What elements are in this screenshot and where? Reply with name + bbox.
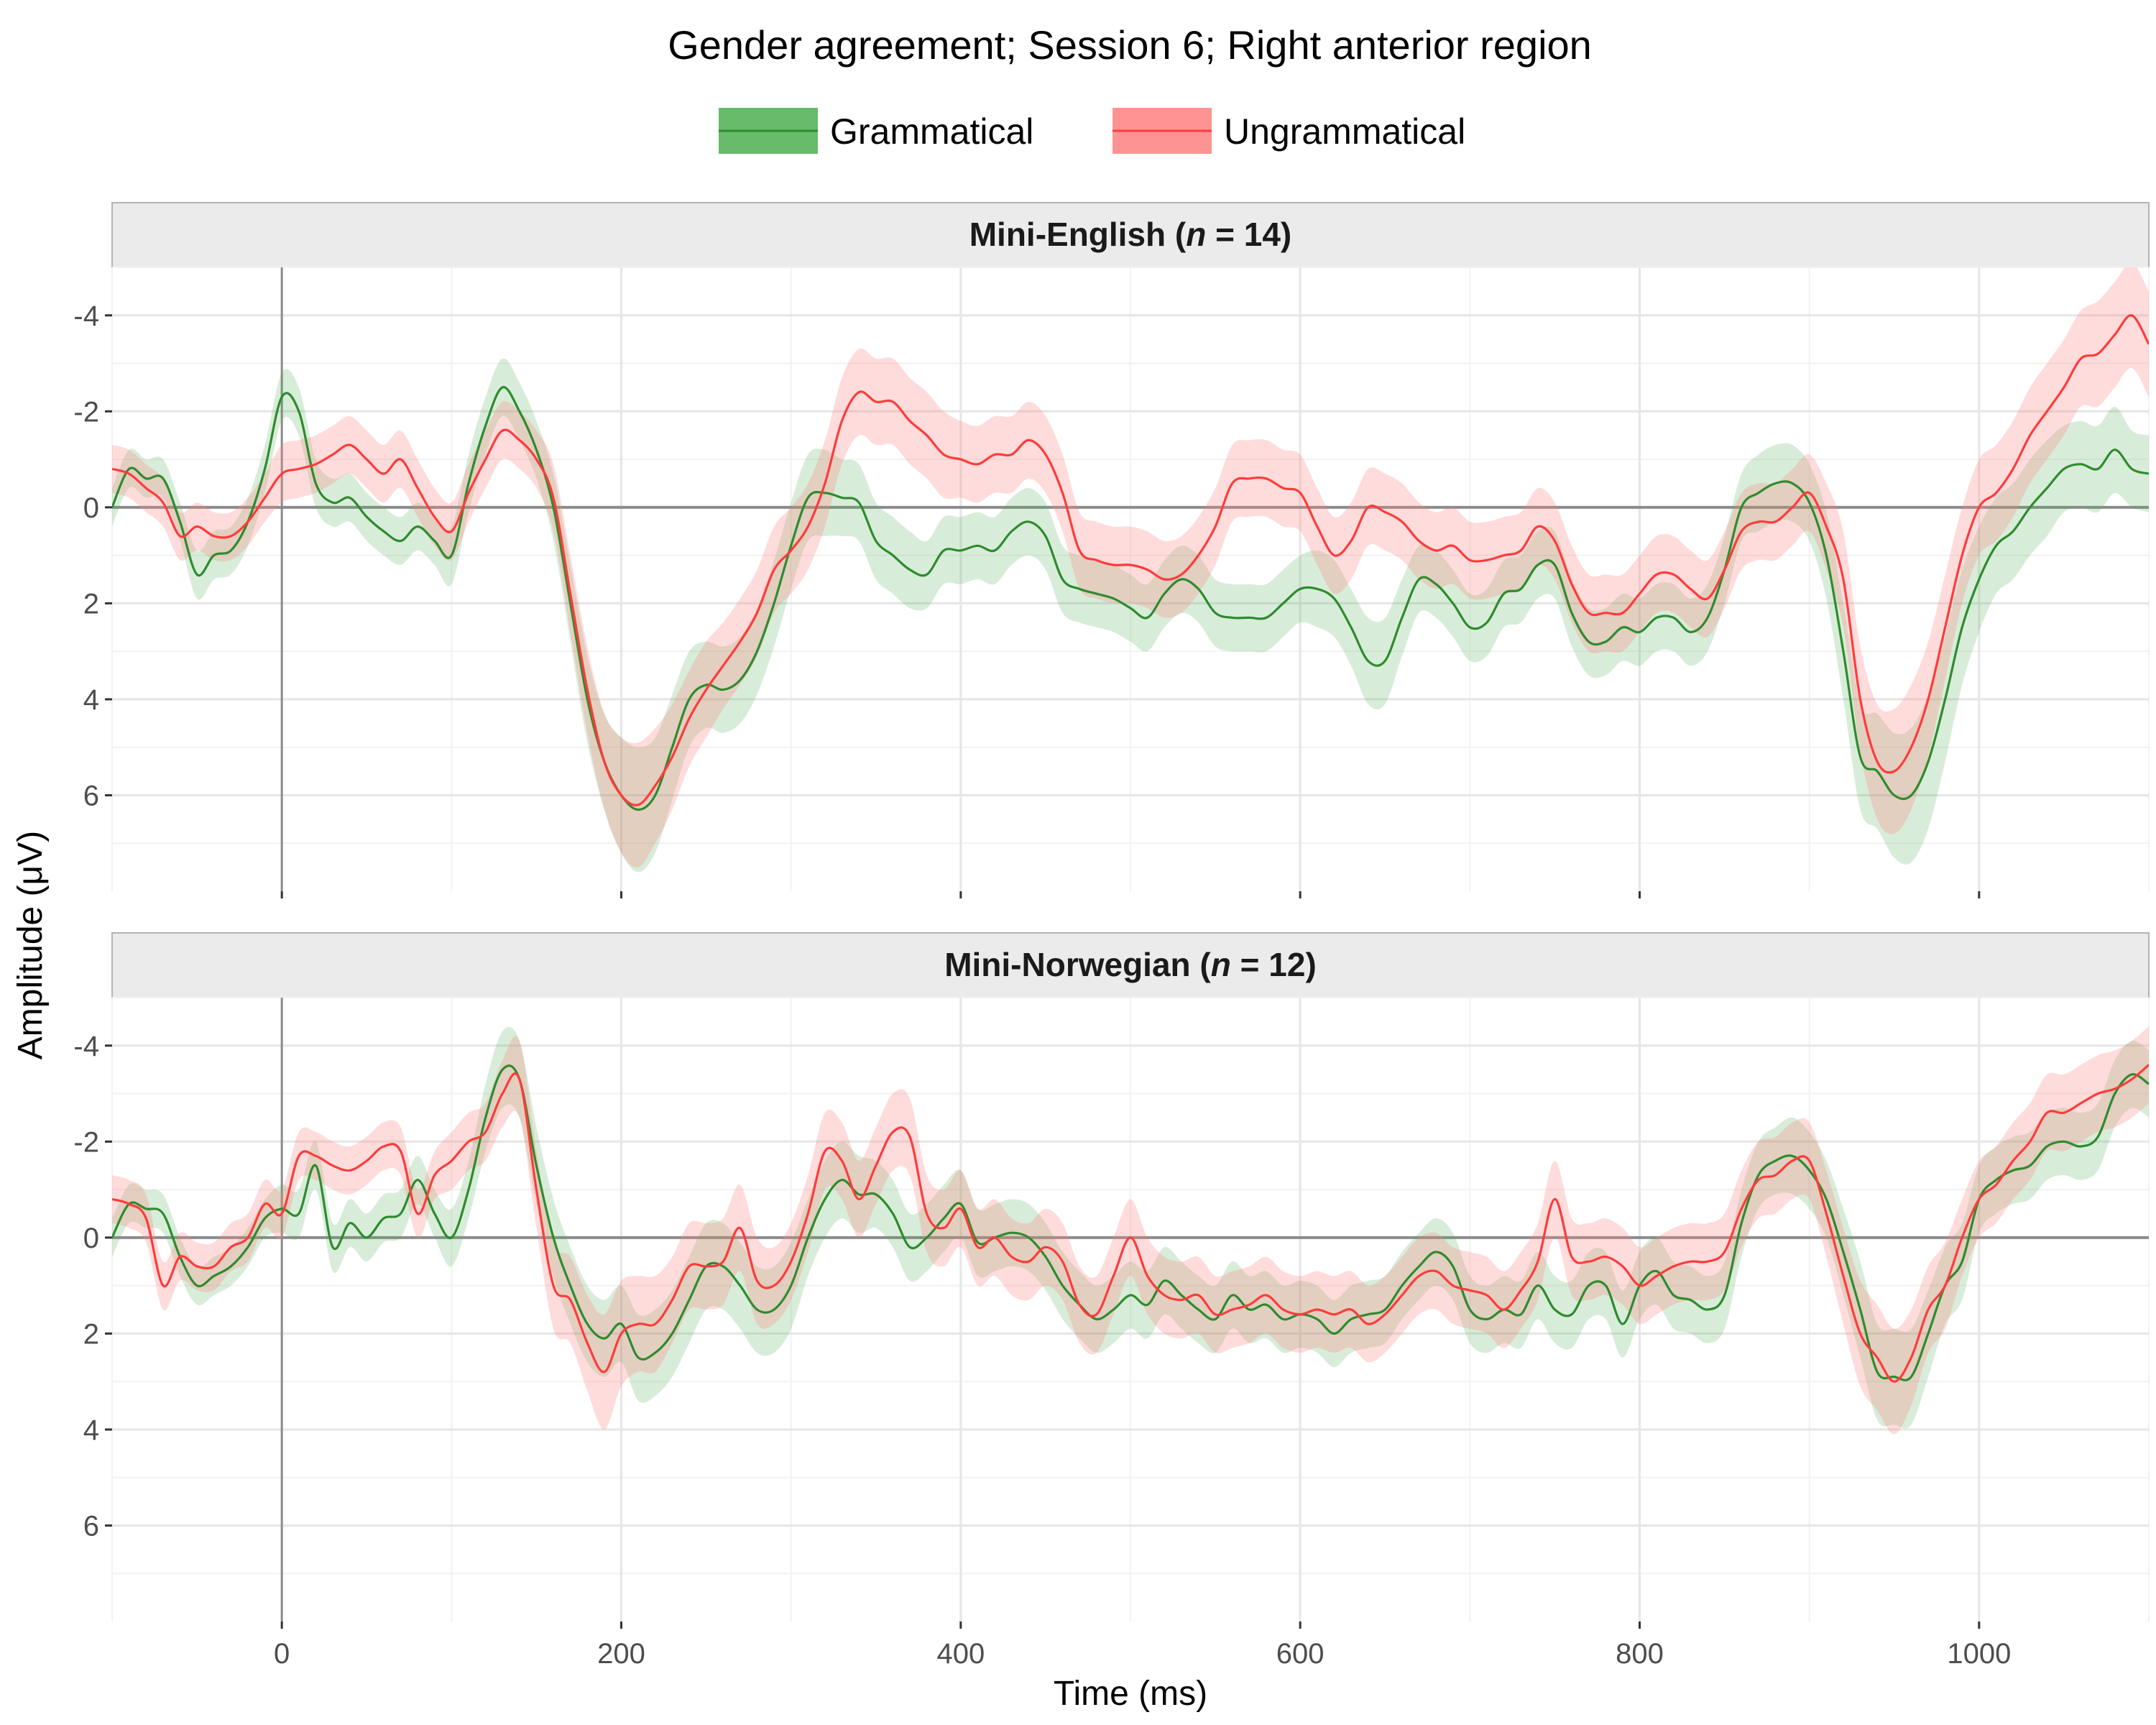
strip-label-mini-norwegian: Mini-Norwegian (n = 12) xyxy=(944,946,1317,983)
strip-background xyxy=(111,932,2150,998)
x-tick-label: 200 xyxy=(597,1638,645,1670)
legend: Grammatical Ungrammatical xyxy=(719,108,1465,154)
y-tick-label: 2 xyxy=(83,588,99,620)
y-tick-label: 0 xyxy=(83,492,99,524)
y-tick-label: 2 xyxy=(83,1318,99,1350)
ci-band-grammatical xyxy=(112,1026,2149,1429)
ci-band-grammatical xyxy=(112,358,2149,873)
strip-background xyxy=(111,202,2150,268)
y-tick-label: -4 xyxy=(73,300,99,332)
data-layer xyxy=(112,1026,2149,1435)
x-axis-title: Time (ms) xyxy=(1054,1675,1207,1713)
x-tick-label: 0 xyxy=(274,1638,290,1670)
chart-title: Gender agreement; Session 6; Right anter… xyxy=(668,22,1592,68)
y-axis-title: Amplitude (μV) xyxy=(11,831,50,1059)
strip-mini-norwegian: Mini-Norwegian (n = 12) xyxy=(111,932,2150,998)
strip-label-mini-english: Mini-English (n = 14) xyxy=(969,216,1292,253)
legend-label-grammatical: Grammatical xyxy=(830,111,1033,152)
ci-band-ungrammatical xyxy=(112,267,2149,868)
x-tick-label: 800 xyxy=(1616,1638,1664,1670)
y-tick-label: 0 xyxy=(83,1223,99,1254)
legend-label-ungrammatical: Ungrammatical xyxy=(1224,111,1465,152)
y-tick-label: 4 xyxy=(83,684,99,716)
data-layer xyxy=(112,267,2149,873)
y-tick-label: 6 xyxy=(83,1510,99,1542)
y-tick-label: -4 xyxy=(73,1031,99,1062)
series-line-ungrammatical xyxy=(112,314,2149,806)
x-tick-label: 1000 xyxy=(1947,1638,2011,1670)
y-tick-label: -2 xyxy=(73,396,99,428)
series-line-grammatical xyxy=(112,386,2149,811)
y-tick-label: -2 xyxy=(73,1126,99,1158)
panel-mini-english: -4 -2 0 2 4 6 xyxy=(73,267,2150,898)
series-line-ungrammatical xyxy=(112,1064,2149,1383)
y-tick-label: 6 xyxy=(83,780,99,811)
strip-mini-english: Mini-English (n = 14) xyxy=(111,202,2150,268)
x-tick-label: 400 xyxy=(936,1638,985,1670)
y-tick-label: 4 xyxy=(83,1414,99,1446)
panel-mini-norwegian: -4 -2 0 2 4 6 xyxy=(73,997,2150,1629)
x-axis: 0 200 400 600 800 1000 xyxy=(274,1638,2011,1670)
x-tick-label: 600 xyxy=(1276,1638,1325,1670)
